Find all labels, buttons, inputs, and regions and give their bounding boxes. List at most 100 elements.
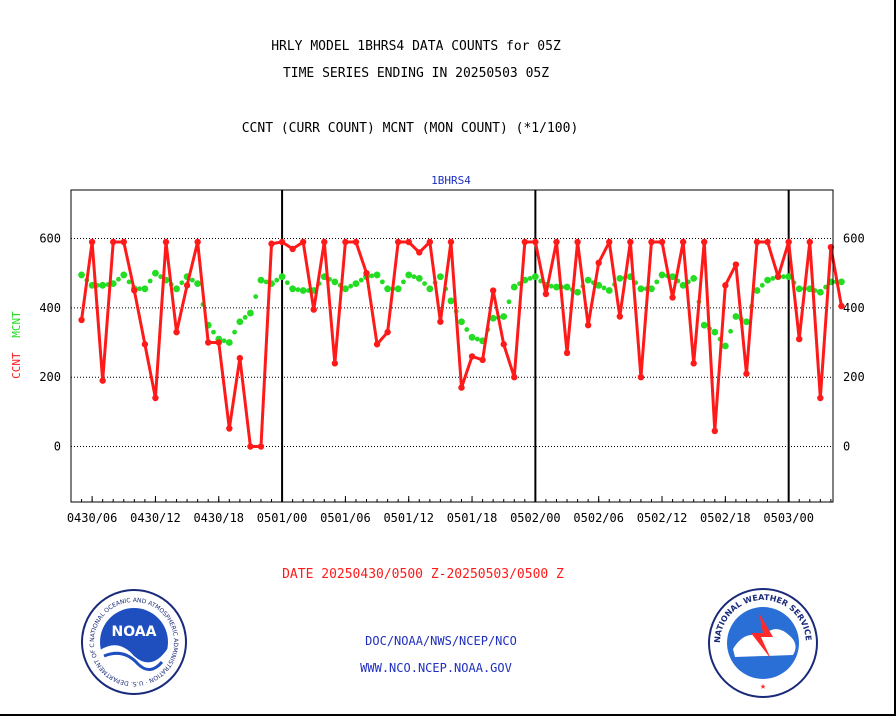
mcnt-dot — [179, 280, 185, 286]
ccnt-point — [553, 238, 560, 246]
ccnt-point — [78, 316, 85, 324]
chart-title: HRLY MODEL 1BHRS4 DATA COUNTS for 05Z — [271, 39, 561, 54]
ccnt-point — [437, 318, 444, 325]
ccnt-point — [247, 443, 254, 450]
mcnt-dot — [759, 282, 765, 288]
mcnt-dot — [232, 329, 237, 335]
ccnt-point — [563, 349, 571, 357]
nws-logo[interactable]: NATIONAL WEATHER SERVICE ★ — [708, 588, 818, 698]
x-tick-label: 0430/12 — [130, 511, 181, 525]
ccnt-point — [205, 339, 212, 346]
ccnt-point — [732, 261, 740, 268]
noaa-logo-text: NOAA — [112, 624, 157, 640]
x-tick-label: 0430/18 — [193, 511, 244, 525]
ccnt-point — [173, 328, 180, 336]
nws-star-icon: ★ — [760, 681, 766, 692]
mcnt-point — [700, 321, 708, 329]
ccnt-point — [796, 335, 803, 343]
x-tick-label: 0502/06 — [573, 511, 624, 525]
mcnt-dot — [211, 329, 216, 335]
mcnt-dot — [770, 276, 776, 281]
mcnt-dot — [284, 280, 290, 286]
mcnt-dot — [189, 277, 195, 283]
mcnt-point — [658, 271, 666, 279]
mcnt-point — [679, 281, 687, 289]
mcnt-point — [711, 328, 719, 336]
date-range-label: DATE 20250430/0500 Z-20250503/0500 Z — [282, 567, 564, 582]
mcnt-point — [141, 285, 149, 293]
mcnt-dot — [253, 294, 259, 299]
ccnt-point — [648, 238, 655, 246]
mcnt-point — [373, 271, 381, 279]
mcnt-point — [225, 339, 233, 346]
mcnt-dot — [379, 279, 385, 285]
ccnt-point — [321, 238, 328, 246]
ccnt-point — [827, 244, 835, 251]
mcnt-point — [289, 285, 297, 293]
ccnt-point — [817, 394, 824, 402]
ccnt-point — [162, 238, 170, 246]
mcnt-dot — [221, 338, 227, 344]
mcnt-point — [500, 313, 508, 320]
mcnt-dot — [527, 276, 533, 281]
ccnt-point — [574, 238, 581, 246]
ccnt-point — [299, 238, 307, 246]
mcnt-point — [78, 271, 85, 279]
mcnt-dot — [369, 273, 375, 279]
ccnt-point — [310, 306, 317, 313]
ccnt-point — [278, 238, 286, 246]
ccnt-point — [342, 238, 349, 246]
ccnt-point — [785, 238, 792, 246]
ccnt-point — [99, 377, 106, 384]
mcnt-dot — [601, 285, 607, 291]
mcnt-point — [99, 281, 107, 289]
y-tick-label-right: 600 — [843, 232, 865, 246]
ccnt-point — [194, 238, 201, 246]
ccnt-point — [373, 341, 381, 348]
mcnt-point — [342, 285, 349, 293]
x-tick-label: 0503/00 — [763, 511, 814, 525]
ccnt-point — [131, 287, 138, 294]
mcnt-point — [120, 271, 128, 279]
mcnt-point — [584, 276, 592, 284]
mcnt-dot — [401, 279, 406, 285]
ccnt-point — [521, 238, 529, 246]
mcnt-point — [331, 278, 339, 286]
mcnt-point — [152, 269, 159, 277]
x-tick-label: 0502/12 — [637, 511, 688, 525]
mcnt-point — [838, 278, 845, 286]
y-tick-label-right: 400 — [843, 301, 865, 315]
org-line: DOC/NOAA/NWS/NCEP/NCO — [365, 634, 517, 648]
ccnt-point — [669, 294, 676, 301]
series-layer — [78, 238, 845, 450]
ccnt-point — [289, 245, 296, 253]
y-tick-label-left: 600 — [39, 232, 61, 246]
ccnt-point — [447, 238, 455, 246]
noaa-logo[interactable]: NOAA NATIONAL OCEANIC AND ATMOSPHERIC AD… — [81, 589, 187, 695]
mcnt-point — [743, 318, 750, 326]
x-tick-label: 0501/06 — [320, 511, 371, 525]
url-link[interactable]: WWW.NCO.NCEP.NOAA.GOV — [360, 661, 512, 675]
mcnt-point — [531, 273, 539, 281]
mcnt-dot — [116, 276, 121, 282]
ccnt-point — [838, 302, 845, 310]
mcnt-point — [236, 318, 244, 326]
ccnt-point — [120, 238, 127, 246]
mcnt-point — [574, 288, 581, 296]
x-tick-label: 0502/18 — [700, 511, 751, 525]
y-tick-label-right: 200 — [843, 370, 865, 384]
mcnt-dot — [147, 278, 153, 284]
mcnt-dot — [780, 274, 786, 280]
y-axis-label: CCNT MCNT — [10, 311, 23, 379]
x-tick-label: 0501/18 — [447, 511, 498, 525]
ccnt-point — [542, 290, 550, 298]
ccnt-point — [331, 360, 339, 367]
ccnt-point — [226, 425, 233, 432]
ccnt-point — [690, 360, 697, 367]
mcnt-dot — [654, 279, 660, 285]
mcnt-point — [173, 285, 180, 293]
plot-label: 1BHRS4 — [431, 174, 471, 187]
ccnt-point — [215, 339, 222, 346]
mcnt-dot — [242, 315, 248, 320]
